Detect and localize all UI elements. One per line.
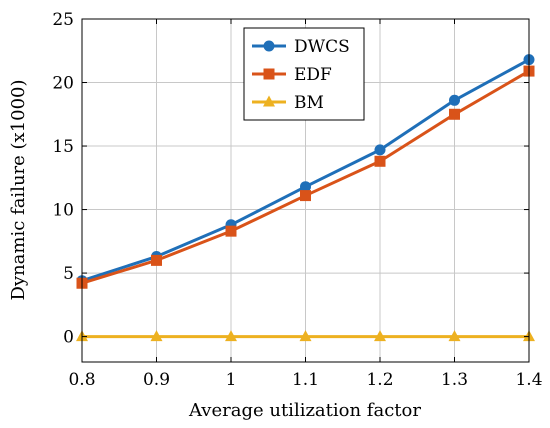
data-point-dwcs: [449, 94, 460, 106]
y-tick-label: 15: [52, 137, 74, 157]
x-tick-label: 1.1: [292, 370, 319, 390]
y-tick-label: 10: [52, 201, 74, 221]
data-point-dwcs: [300, 181, 311, 193]
data-point-edf: [300, 190, 311, 202]
y-tick-label: 5: [63, 264, 74, 284]
data-point-bm: [225, 330, 237, 342]
x-tick-label: 1.4: [515, 370, 542, 390]
data-point-bm: [374, 330, 386, 342]
legend-marker-edf: [263, 68, 275, 80]
legend-label-dwcs: DWCS: [294, 37, 350, 57]
y-tick-label: 20: [52, 74, 74, 94]
x-tick-label: 0.9: [143, 370, 170, 390]
data-point-edf: [449, 108, 460, 120]
y-axis-ticks: 0 5 10 15 20 25: [52, 10, 529, 348]
legend-marker-bm: [263, 95, 275, 107]
data-point-bm: [150, 330, 163, 342]
x-tick-label: 1.3: [441, 370, 468, 390]
legend: DWCS EDF BM: [243, 27, 365, 121]
data-point-dwcs: [374, 144, 386, 156]
x-tick-label: 0.8: [68, 370, 95, 390]
legend-label-bm: BM: [294, 93, 324, 113]
x-axis-ticks: 0.8 0.9 1 1.1 1.2 1.3 1.4: [68, 19, 543, 390]
data-point-bm: [299, 330, 312, 342]
y-tick-label: 25: [52, 10, 74, 30]
legend-marker-dwcs: [263, 40, 275, 52]
data-point-bm: [448, 330, 461, 342]
legend-label-edf: EDF: [294, 65, 332, 85]
x-axis-title: Average utilization factor: [188, 400, 421, 421]
y-axis-title: Dynamic failure (x1000): [8, 79, 29, 300]
data-point-edf: [151, 254, 162, 266]
x-tick-label: 1.2: [366, 370, 393, 390]
x-tick-label: 1: [226, 370, 237, 390]
data-point-edf: [225, 225, 237, 237]
y-tick-label: 0: [63, 328, 74, 348]
data-point-edf: [374, 155, 386, 167]
